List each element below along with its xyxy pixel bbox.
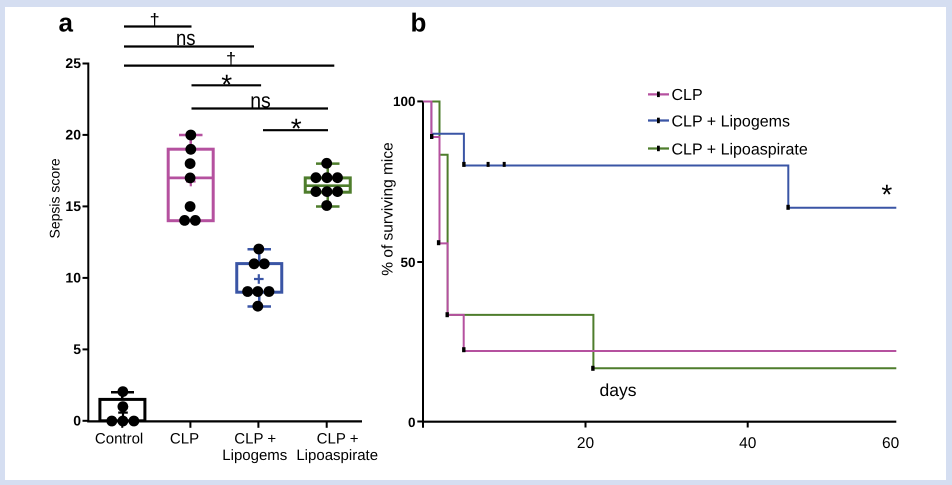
svg-text:10: 10 bbox=[65, 270, 81, 286]
svg-text:†: † bbox=[226, 49, 236, 69]
svg-text:CLP +: CLP + bbox=[234, 430, 276, 447]
svg-text:5: 5 bbox=[73, 341, 81, 357]
svg-text:CLP: CLP bbox=[672, 87, 703, 104]
svg-text:% of surviving mice: % of surviving mice bbox=[380, 142, 397, 276]
svg-text:Lipoaspirate: Lipoaspirate bbox=[296, 447, 378, 464]
svg-text:0: 0 bbox=[73, 413, 81, 429]
svg-text:ns: ns bbox=[176, 27, 196, 50]
svg-text:50: 50 bbox=[400, 255, 415, 270]
svg-text:b: b bbox=[411, 8, 427, 38]
svg-text:15: 15 bbox=[65, 198, 81, 214]
svg-text:0: 0 bbox=[408, 415, 416, 430]
svg-text:*: * bbox=[221, 69, 232, 100]
svg-text:60: 60 bbox=[882, 435, 900, 452]
svg-text:25: 25 bbox=[65, 55, 81, 71]
svg-text:Lipogems: Lipogems bbox=[222, 447, 287, 464]
svg-text:ns: ns bbox=[250, 89, 271, 112]
svg-text:*: * bbox=[291, 113, 302, 144]
svg-text:20: 20 bbox=[65, 127, 81, 143]
svg-text:days: days bbox=[600, 380, 637, 400]
svg-text:a: a bbox=[59, 8, 74, 38]
svg-text:Control: Control bbox=[95, 430, 143, 447]
svg-text:Sepsis score: Sepsis score bbox=[47, 158, 63, 238]
svg-text:CLP: CLP bbox=[170, 430, 199, 447]
svg-text:CLP + Lipoaspirate: CLP + Lipoaspirate bbox=[672, 141, 808, 158]
svg-text:20: 20 bbox=[577, 435, 595, 452]
svg-text:40: 40 bbox=[739, 435, 757, 452]
svg-text:†: † bbox=[150, 10, 160, 30]
svg-text:*: * bbox=[881, 179, 892, 210]
svg-text:CLP +: CLP + bbox=[317, 430, 359, 447]
svg-text:CLP + Lipogems: CLP + Lipogems bbox=[672, 113, 790, 130]
svg-text:100: 100 bbox=[393, 94, 416, 109]
